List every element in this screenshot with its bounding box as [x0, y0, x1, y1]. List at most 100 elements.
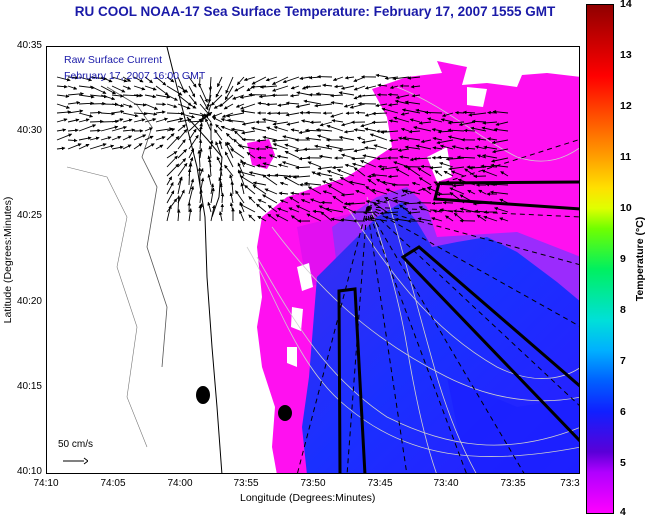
current-vector [250, 126, 267, 132]
current-vector [322, 180, 333, 186]
x-tick-label: 73:3 [560, 478, 580, 489]
current-vector [261, 117, 278, 123]
current-vector [177, 189, 185, 204]
current-vector [234, 85, 245, 92]
current-vector [394, 217, 410, 222]
current-vector [336, 168, 355, 177]
current-vector [268, 154, 278, 159]
current-vector [220, 125, 234, 132]
current-vector [227, 118, 245, 123]
current-vector [199, 147, 203, 159]
current-vector [197, 149, 201, 168]
current-vector [364, 146, 377, 150]
current-vector [259, 85, 278, 89]
current-vector [451, 170, 465, 177]
current-vector [499, 198, 509, 204]
current-vector [395, 94, 410, 99]
current-vector [78, 143, 90, 150]
current-vector [144, 127, 153, 132]
current-vector [89, 143, 107, 150]
current-vector [257, 199, 267, 204]
colorbar-tick: 9 [620, 253, 626, 265]
current-vector [314, 144, 333, 150]
current-vector [434, 170, 443, 177]
current-vector [267, 205, 278, 213]
current-vector [309, 120, 322, 125]
current-vector [410, 84, 421, 89]
current-vector [213, 103, 223, 109]
x-axis-title: Longitude (Degrees:Minutes) [240, 492, 376, 504]
current-vector [262, 194, 278, 204]
current-vector [464, 168, 476, 177]
survey-box-east [433, 180, 579, 211]
current-vector [432, 136, 443, 141]
current-vector [288, 207, 300, 213]
current-vector [318, 154, 333, 159]
current-vector [282, 135, 300, 141]
current-vector [144, 143, 155, 150]
current-vector [144, 112, 158, 116]
current-vector [177, 176, 183, 195]
current-vector [176, 209, 181, 222]
current-vector [495, 121, 509, 126]
current-vector [224, 151, 234, 168]
current-vector [235, 190, 245, 204]
current-vector [340, 85, 355, 90]
current-vector [122, 103, 133, 108]
current-vector [271, 76, 289, 85]
survey-box-southeast [400, 245, 579, 443]
current-vector [481, 169, 498, 177]
current-vector [377, 164, 388, 169]
current-vector [67, 138, 78, 143]
current-vector [78, 136, 92, 141]
current-vector [330, 93, 344, 98]
current-vector [376, 156, 388, 161]
sst-map[interactable] [46, 46, 580, 474]
x-tick-label: 73:50 [300, 478, 326, 489]
current-vector [241, 137, 256, 142]
current-vector [325, 207, 344, 213]
current-vector [155, 136, 166, 141]
current-vector [256, 203, 267, 213]
current-vector [304, 128, 322, 133]
colorbar-tick: 10 [620, 202, 632, 214]
current-vector [262, 162, 278, 168]
current-vector [215, 124, 223, 132]
current-vector [122, 144, 132, 150]
current-vector [188, 118, 203, 132]
current-vector [122, 112, 139, 118]
current-vector [199, 189, 203, 204]
current-vector [275, 214, 289, 222]
current-vector [239, 201, 245, 213]
current-vector [155, 94, 171, 99]
land-area [47, 47, 292, 473]
current-vector [371, 111, 388, 116]
current-vector [215, 85, 223, 98]
current-vector [482, 121, 498, 125]
x-tick-label: 73:35 [500, 478, 526, 489]
current-vector [155, 85, 169, 96]
current-vector [273, 125, 289, 132]
current-vector [334, 84, 344, 89]
x-tick-label: 74:05 [100, 478, 126, 489]
current-vector [133, 118, 146, 123]
current-vector [387, 174, 399, 179]
current-vector [177, 76, 186, 94]
current-vector [89, 110, 102, 115]
current-vector [289, 196, 300, 204]
current-vector [218, 211, 223, 222]
current-vector [487, 110, 498, 115]
current-vector [240, 103, 256, 110]
current-vector [207, 173, 212, 186]
current-vector [111, 85, 126, 93]
current-vector [307, 161, 322, 168]
current-vector [239, 209, 245, 222]
current-vector [234, 130, 245, 141]
current-vector [327, 184, 344, 195]
current-vector [264, 145, 278, 150]
current-vector [256, 164, 267, 168]
current-vector [388, 119, 399, 123]
current-vector [397, 148, 410, 152]
current-vector [166, 117, 184, 123]
current-vector [219, 166, 223, 177]
